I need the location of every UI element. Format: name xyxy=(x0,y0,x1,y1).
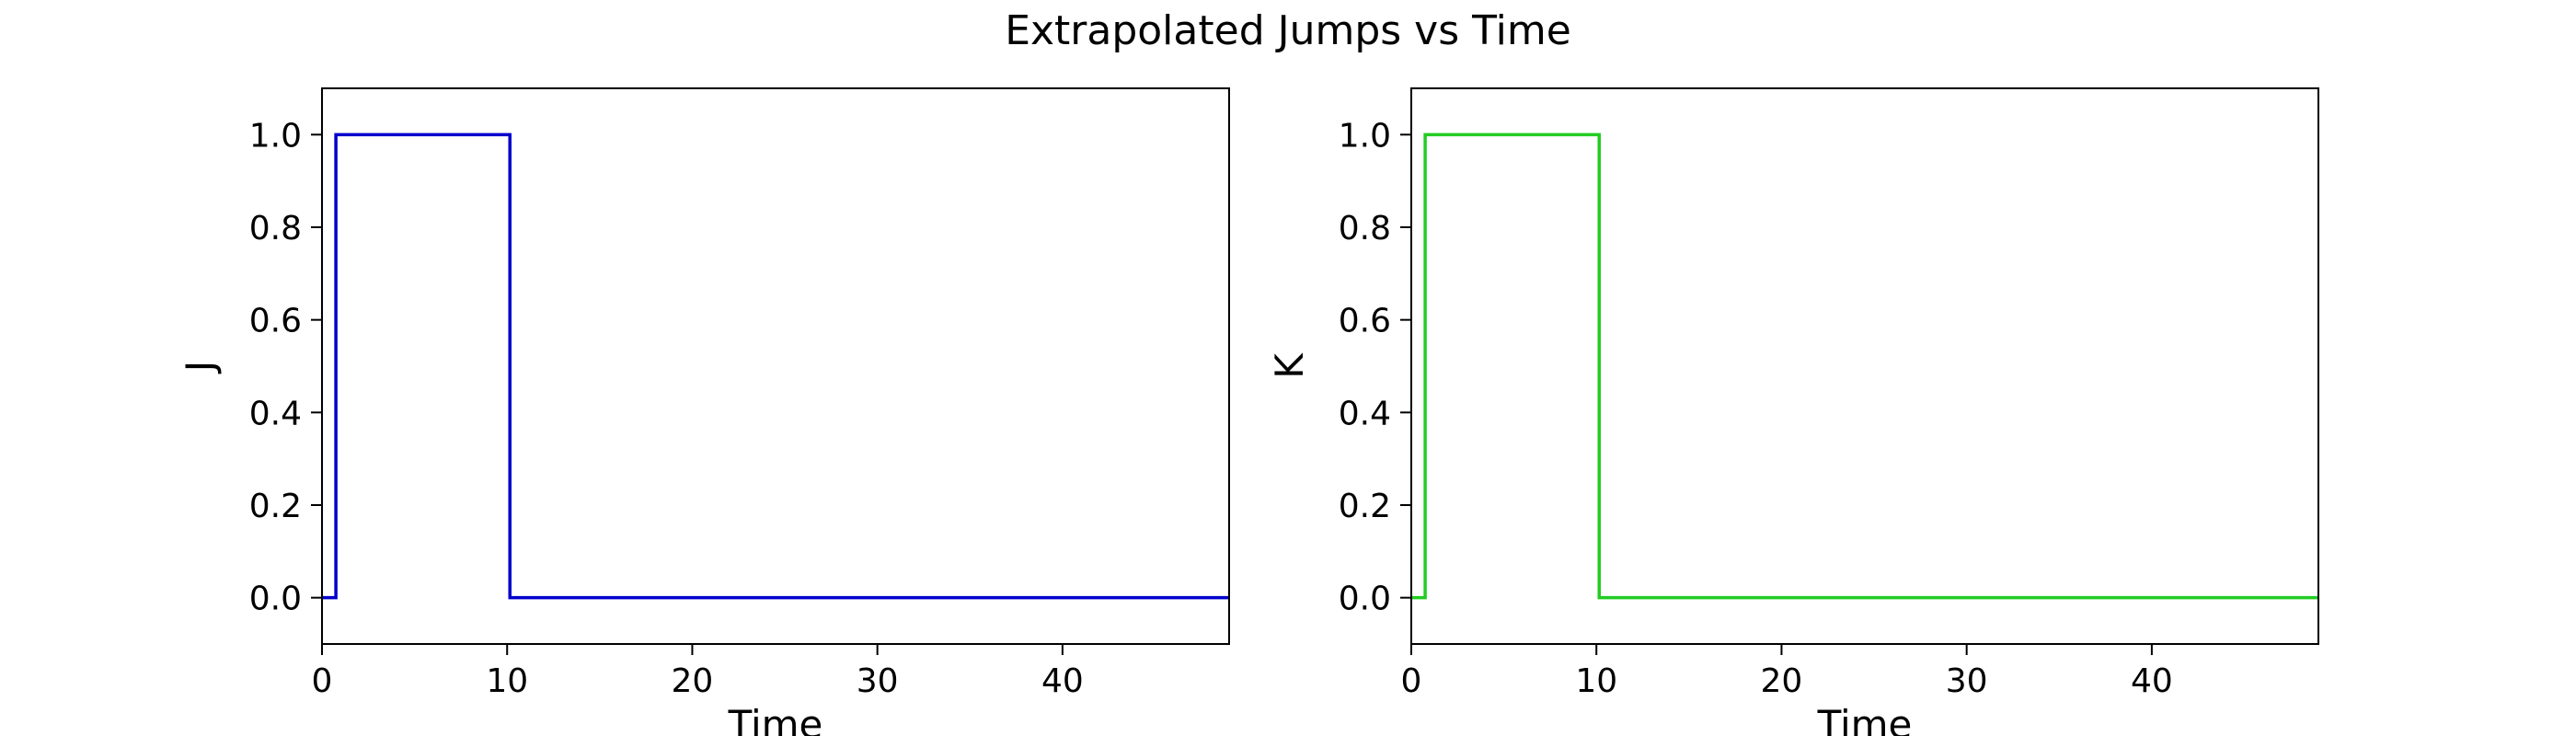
x-tick-label: 0 xyxy=(1401,662,1422,700)
axes-frame xyxy=(321,87,1230,645)
y-tick-label: 0.0 xyxy=(1339,581,1391,618)
figure-title: Extrapolated Jumps vs Time xyxy=(1005,7,1571,54)
y-tick-label: 0.4 xyxy=(1339,395,1391,432)
chart-panel-j: 0 10 20 30 40 0.0 0.2 0.4 0.6 0.8 1.0 Time J xyxy=(178,87,1230,736)
y-tick-label: 0.6 xyxy=(1339,303,1391,340)
x-axis-label: Time xyxy=(1817,702,1913,736)
x-tick-label: 20 xyxy=(1761,662,1803,700)
x-axis-label: Time xyxy=(728,702,823,736)
y-axis-label: K xyxy=(1267,352,1312,379)
series-line xyxy=(322,132,1229,600)
y-tick-label: 0.0 xyxy=(249,581,302,618)
x-tick-label: 30 xyxy=(857,662,899,700)
y-axis-label: J xyxy=(178,361,223,374)
x-tick-label: 40 xyxy=(2131,662,2173,700)
y-tick-label: 0.6 xyxy=(249,303,302,340)
axes-frame xyxy=(1410,87,2319,645)
y-tick-label: 0.8 xyxy=(1339,210,1391,247)
x-tick-label: 30 xyxy=(1946,662,1988,700)
x-tick-label: 10 xyxy=(486,662,528,700)
x-tick-label: 20 xyxy=(672,662,714,700)
x-tick-label: 40 xyxy=(1041,662,1084,700)
x-tick-label: 10 xyxy=(1575,662,1617,700)
y-tick-label: 0.8 xyxy=(249,210,302,247)
x-tick-label: 0 xyxy=(312,662,333,700)
y-tick-label: 1.0 xyxy=(249,117,302,155)
y-tick-label: 1.0 xyxy=(1339,117,1391,155)
y-tick-label: 0.4 xyxy=(249,395,302,432)
chart-panel-k: 0 10 20 30 40 0.0 0.2 0.4 0.6 0.8 1.0 Time K xyxy=(1267,87,2319,736)
y-tick-label: 0.2 xyxy=(249,488,302,525)
series-line xyxy=(1411,132,2318,600)
y-tick-label: 0.2 xyxy=(1339,488,1391,525)
